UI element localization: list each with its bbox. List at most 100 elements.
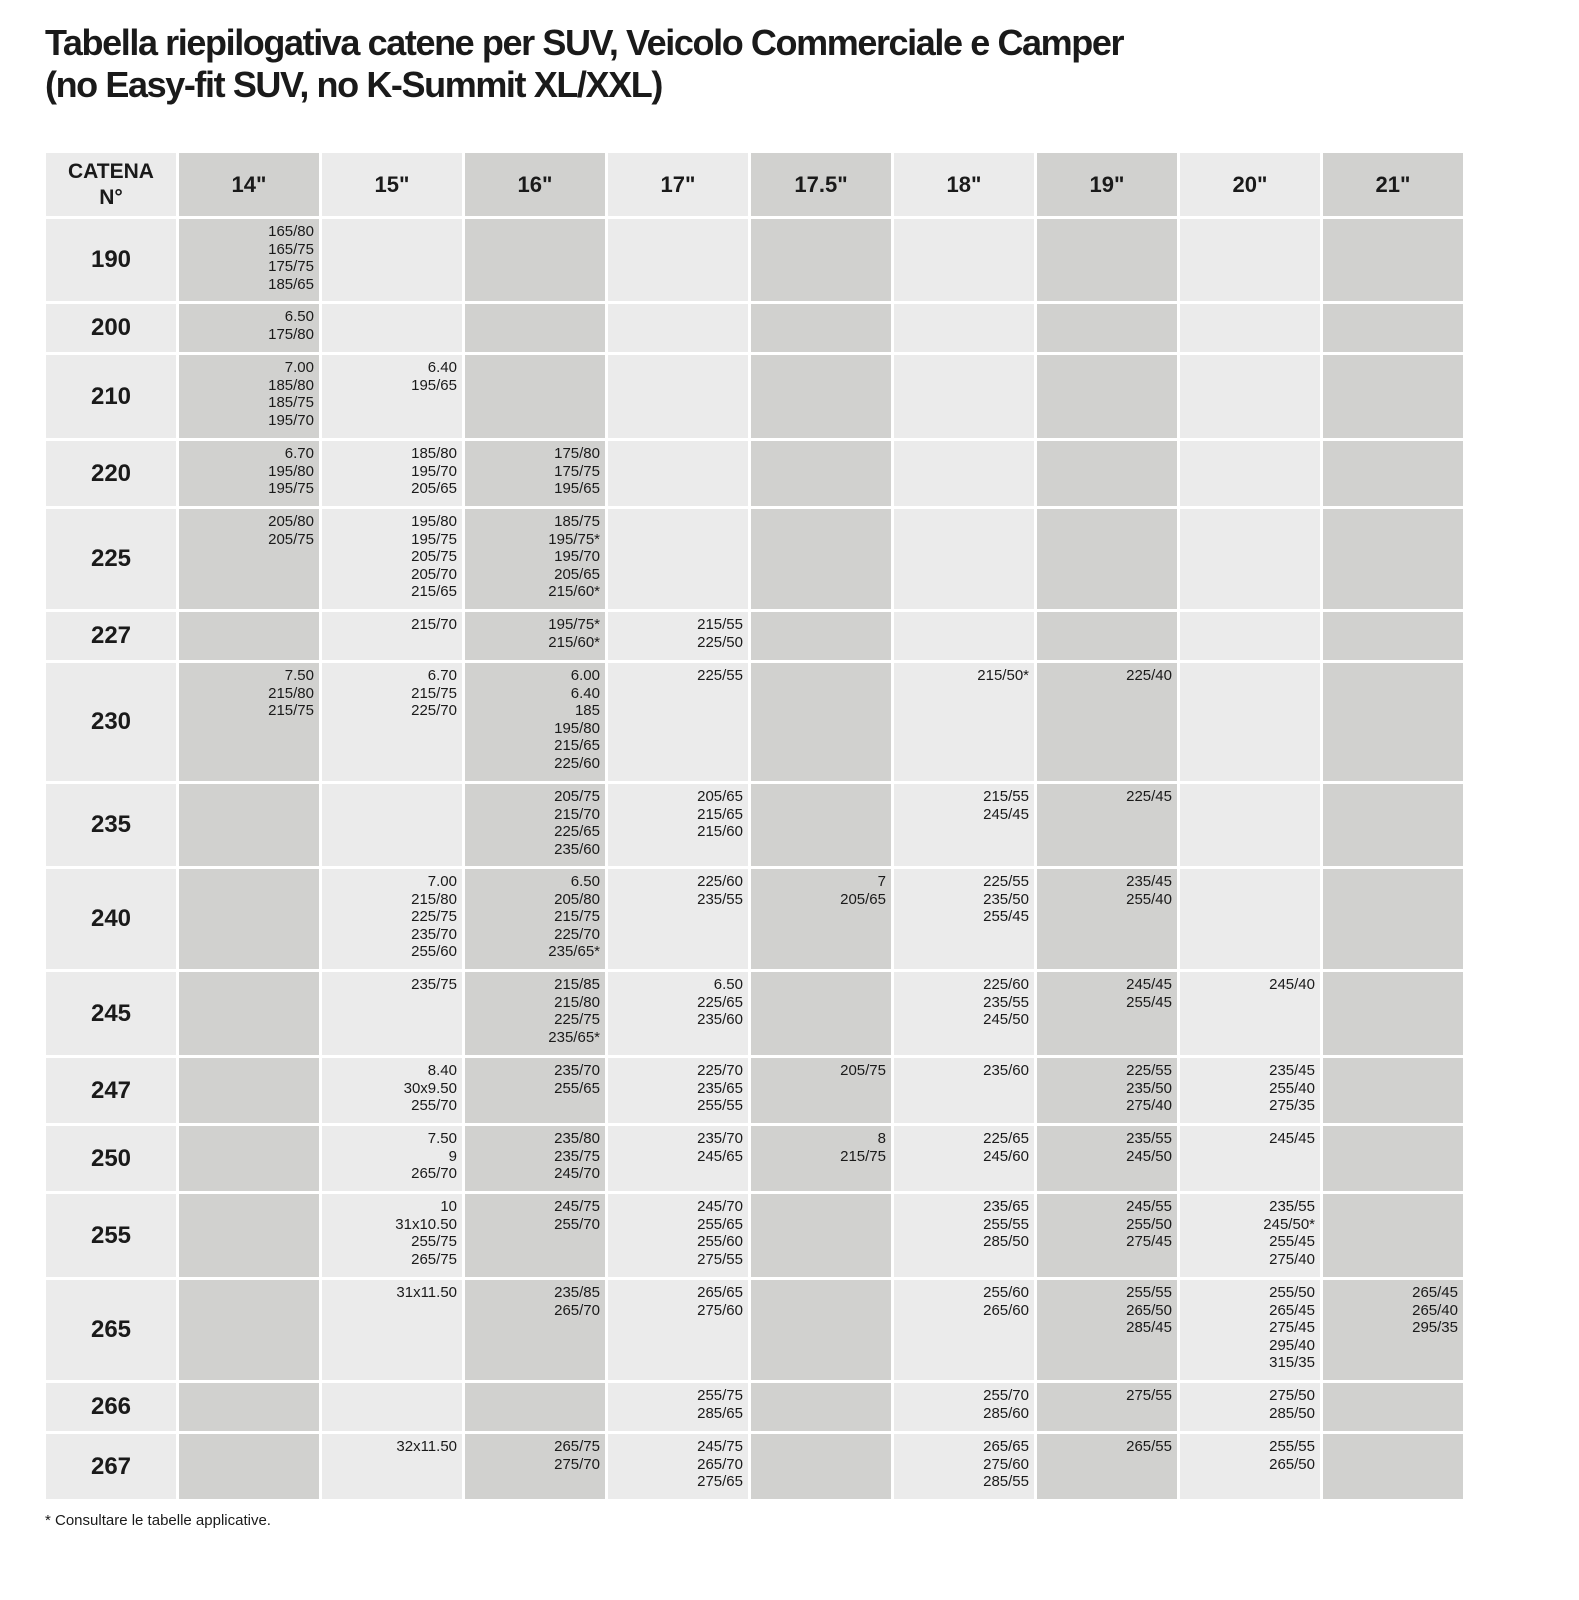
tire-size-cell [322, 219, 462, 301]
tire-size-cell [1180, 219, 1320, 301]
tire-size: 195/75 [411, 530, 457, 548]
tire-size: 295/35 [1412, 1319, 1458, 1337]
tire-size-cell [751, 663, 891, 781]
tire-size-cell: 255/50 265/45 275/45 295/40 315/35 [1180, 1280, 1320, 1380]
tire-size: 7.00 [427, 873, 457, 890]
tire-size: 235/60 [554, 840, 600, 858]
tire-size-cell: 225/45 [1037, 784, 1177, 866]
tire-size: 10 [440, 1198, 457, 1215]
tire-size-cell [465, 1383, 605, 1431]
tire-size-cell: 245/75 265/70 275/65 [608, 1434, 748, 1499]
tire-size-cell [1323, 972, 1463, 1055]
tire-size: 235/75 [411, 976, 457, 993]
tire-size: 175/80 [554, 445, 600, 462]
tire-size: 205/75 [554, 788, 600, 805]
tire-size: 255/45 [1269, 1233, 1315, 1251]
tire-size: 255/70 [983, 1387, 1029, 1404]
tire-size-cell [751, 441, 891, 506]
tire-size-cell [751, 612, 891, 660]
tire-size: 275/65 [697, 1473, 743, 1491]
tire-size-cell: 215/85 215/80 225/75 235/65* [465, 972, 605, 1055]
tire-size: 175/75 [554, 462, 600, 480]
catena-number: 245 [46, 972, 176, 1055]
table-row: 250 7.50 9 265/70 235/80 235/75 245/70 235/70 24… [46, 1126, 1463, 1191]
tire-size-cell: 225/40 [1037, 663, 1177, 781]
tire-size-cell [1037, 612, 1177, 660]
tire-size-cell [608, 355, 748, 438]
tire-size-cell [179, 612, 319, 660]
tire-size: 285/65 [697, 1404, 743, 1422]
tire-size: 245/70 [697, 1198, 743, 1215]
tire-size: 215/85 [554, 976, 600, 993]
tire-size: 245/55 [1126, 1198, 1172, 1215]
tire-size-cell [608, 304, 748, 352]
tire-size-cell: 235/70 255/65 [465, 1058, 605, 1123]
tire-size-cell [1037, 219, 1177, 301]
tire-size: 255/45 [1126, 993, 1172, 1011]
tire-size-cell [751, 784, 891, 866]
tire-size: 195/70 [268, 411, 314, 429]
tire-size-cell [1180, 441, 1320, 506]
tire-size-cell [1180, 304, 1320, 352]
tire-size: 32x11.50 [396, 1438, 457, 1455]
tire-size: 6.70 [284, 445, 314, 462]
tire-size-cell: 255/70 285/60 [894, 1383, 1034, 1431]
tire-size: 265/45 [1269, 1301, 1315, 1319]
tire-size: 165/80 [268, 223, 314, 240]
tire-size: 245/75 [554, 1198, 600, 1215]
tire-size-cell: 235/65 255/55 285/50 [894, 1194, 1034, 1277]
tire-size: 275/45 [1126, 1233, 1172, 1251]
catena-number: 266 [46, 1383, 176, 1431]
tire-size: 31x10.50 [395, 1215, 457, 1233]
tire-size-cell: 7.00 185/80 185/75 195/70 [179, 355, 319, 438]
tire-size: 285/50 [1269, 1404, 1315, 1422]
catena-number: 227 [46, 612, 176, 660]
tire-size-cell [751, 355, 891, 438]
tire-size-cell: 215/55 225/50 [608, 612, 748, 660]
tire-size: 185/80 [268, 376, 314, 394]
tire-size: 185 [574, 702, 600, 720]
tire-size-cell: 215/70 [322, 612, 462, 660]
tire-size: 255/60 [697, 1233, 743, 1251]
tire-size: 265/65 [983, 1438, 1029, 1455]
tire-size: 195/70 [411, 462, 457, 480]
tire-size-cell: 8 215/75 [751, 1126, 891, 1191]
catena-number: 250 [46, 1126, 176, 1191]
tire-size: 205/80 [268, 513, 314, 530]
page-title: Tabella riepilogativa catene per SUV, Ve… [45, 22, 1124, 106]
tire-size-cell [1180, 612, 1320, 660]
tire-size: 225/55 [983, 873, 1029, 890]
tire-size: 275/45 [1269, 1319, 1315, 1337]
tire-size: 255/60 [411, 943, 457, 961]
tire-size-cell: 6.50 175/80 [179, 304, 319, 352]
tire-size: 255/55 [697, 1097, 743, 1115]
tire-size: 235/55 [983, 993, 1029, 1011]
tire-size-cell: 195/75* 215/60* [465, 612, 605, 660]
tire-size-cell: 245/45 255/45 [1037, 972, 1177, 1055]
tire-size: 265/75 [411, 1250, 457, 1268]
tire-size: 195/65 [554, 480, 600, 498]
tire-size: 8.40 [427, 1062, 457, 1079]
tire-size-cell: 225/55 [608, 663, 748, 781]
catena-number: 255 [46, 1194, 176, 1277]
tire-size-cell [1180, 355, 1320, 438]
tire-size-cell [1037, 304, 1177, 352]
tire-size: 245/50 [1126, 1147, 1172, 1165]
tire-size-cell: 6.50 205/80 215/75 225/70 235/65* [465, 869, 605, 969]
tire-size-cell [179, 1280, 319, 1380]
tire-size: 285/45 [1126, 1319, 1172, 1337]
tire-size-cell: 31x11.50 [322, 1280, 462, 1380]
tire-size-cell [179, 784, 319, 866]
tire-size-cell [465, 304, 605, 352]
tire-size-cell [894, 441, 1034, 506]
tire-size: 255/50 [1126, 1215, 1172, 1233]
tire-size-cell [1037, 509, 1177, 609]
tire-size: 255/75 [411, 1233, 457, 1251]
tire-size: 225/65 [697, 993, 743, 1011]
tire-size-cell [1323, 1126, 1463, 1191]
tire-size-cell [608, 441, 748, 506]
tire-size: 215/75 [840, 1147, 886, 1165]
table-row: 235 205/75 215/70 225/65 235/60 205/65 215/65 2… [46, 784, 1463, 866]
tire-size-cell [1323, 509, 1463, 609]
column-header: 18" [894, 153, 1034, 216]
